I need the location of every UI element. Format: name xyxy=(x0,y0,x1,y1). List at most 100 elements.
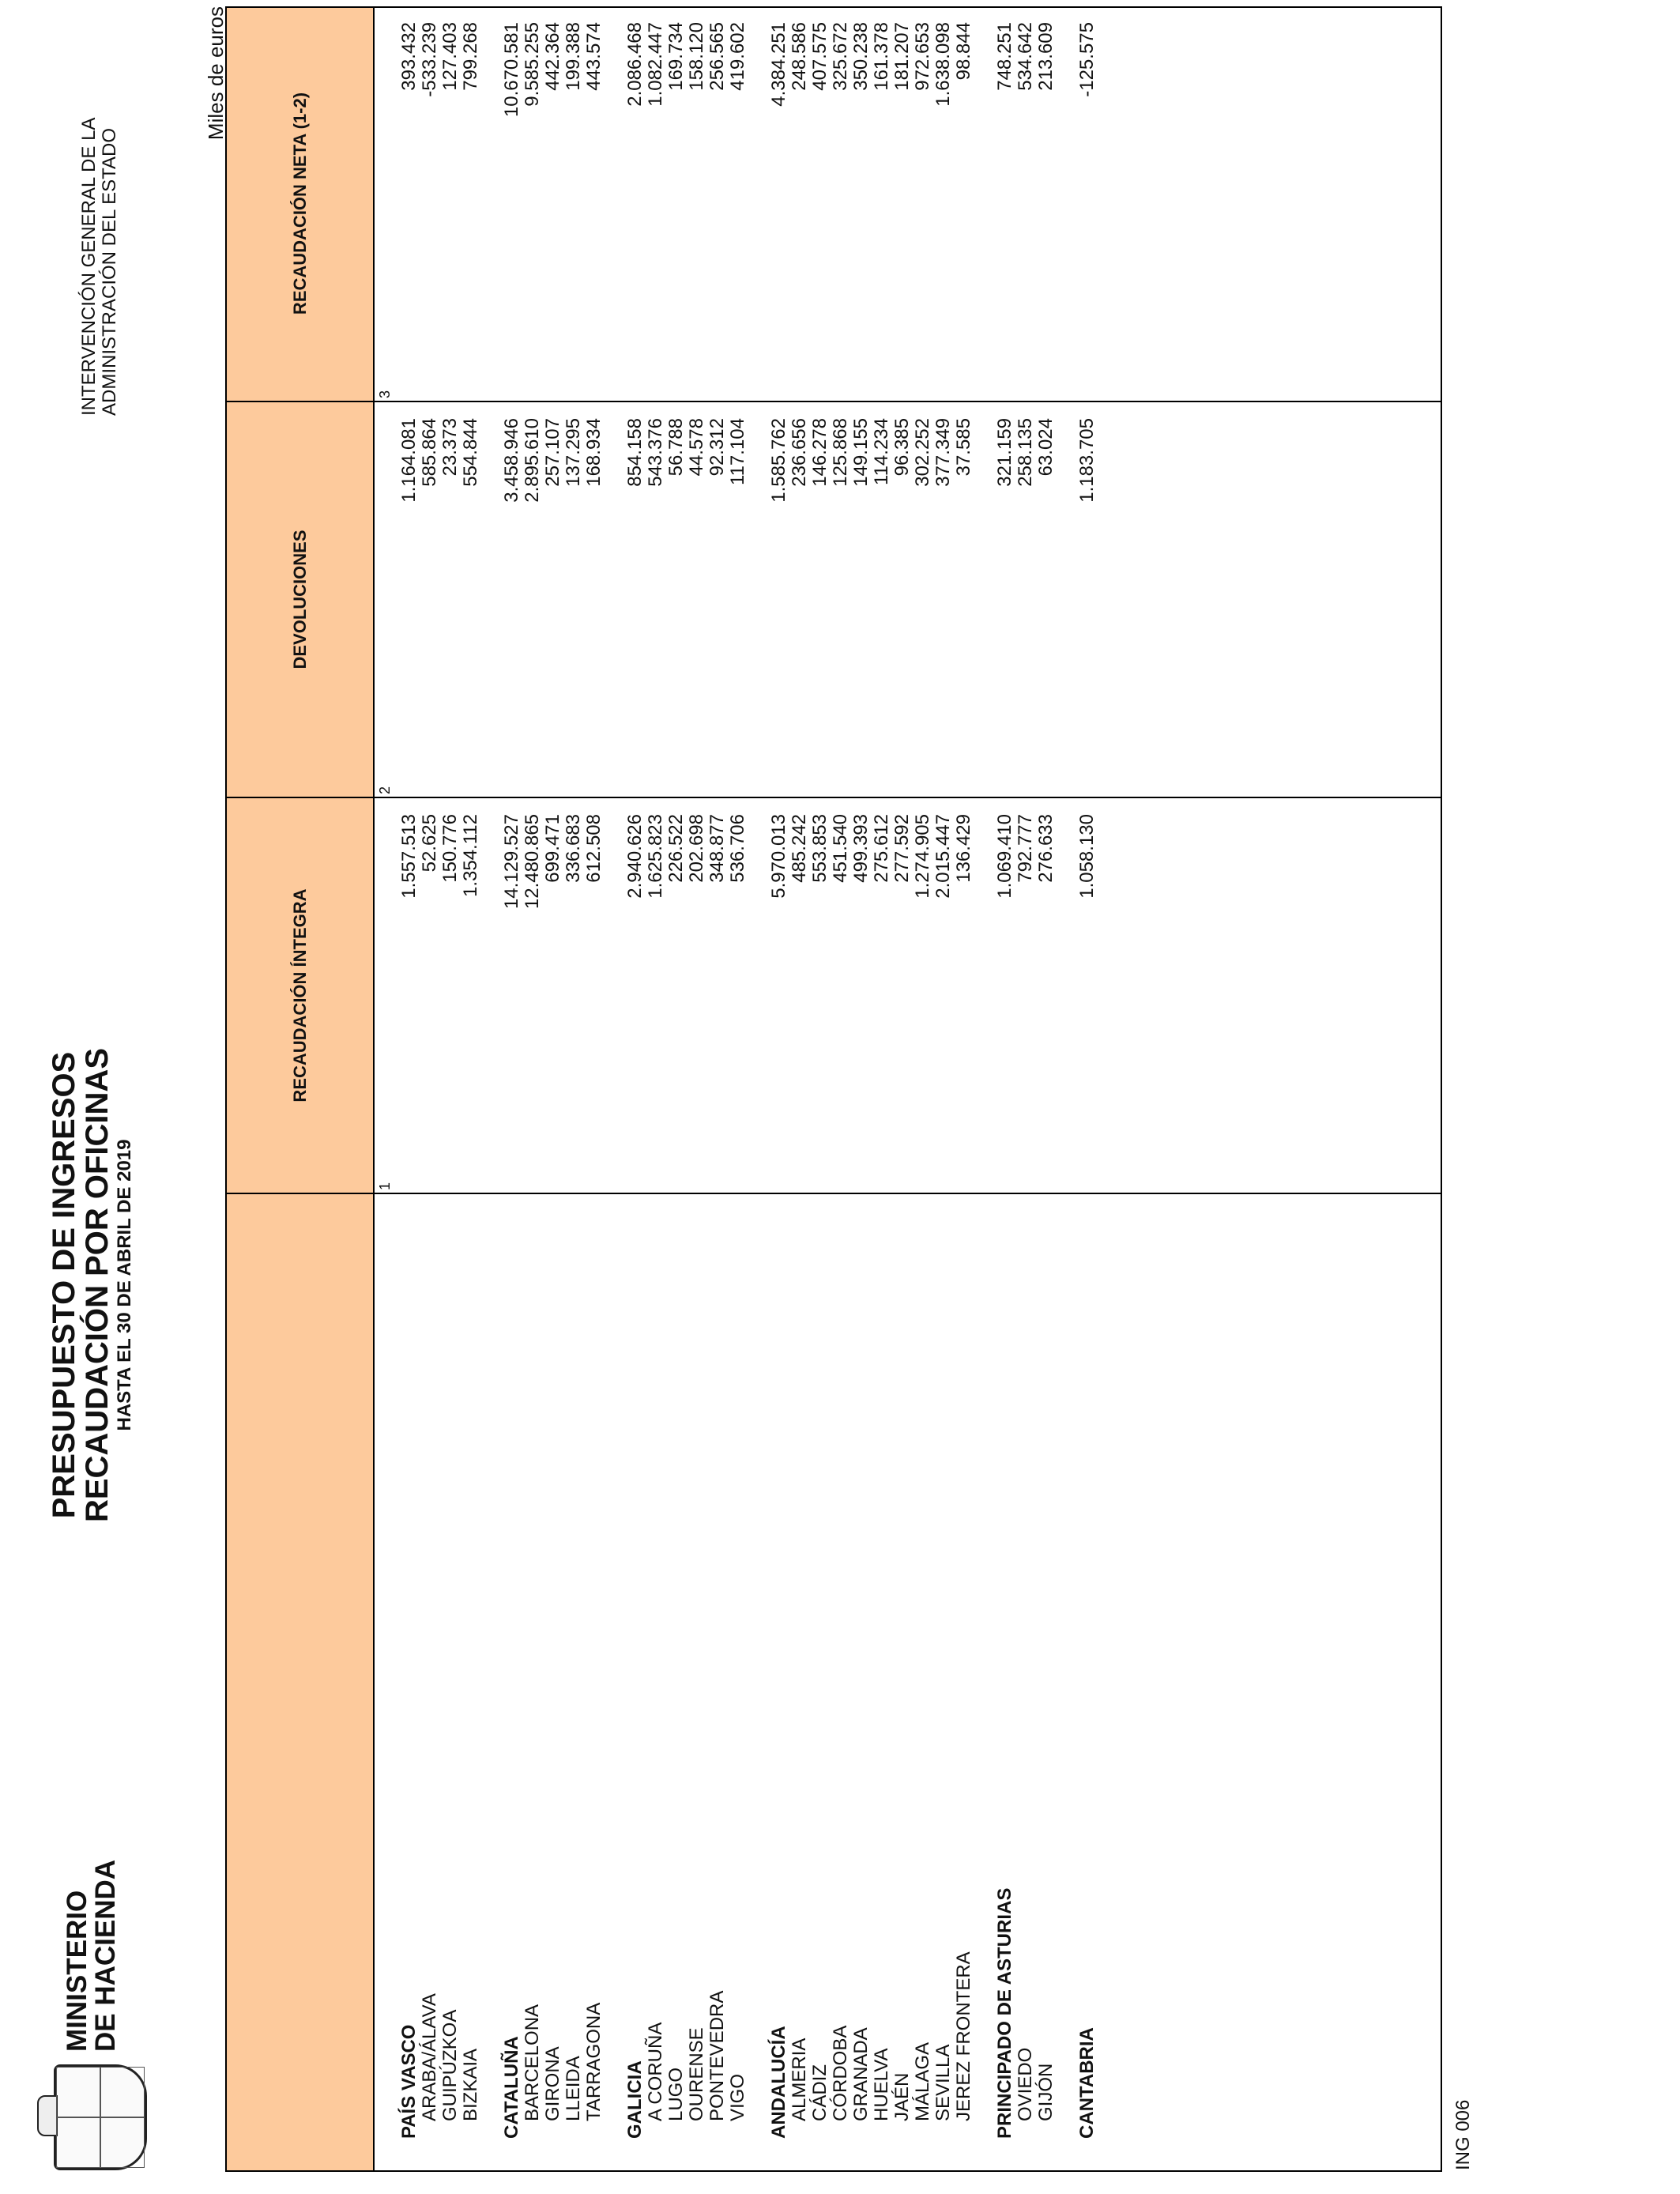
table-row: CÁDIZ 553.853 146.278 407.575 xyxy=(809,8,831,2170)
gross-value: 12.480.865 xyxy=(522,814,543,910)
form-code: ING 006 xyxy=(1452,2099,1474,2170)
net-value: -125.575 xyxy=(1076,22,1098,97)
gross-value: 792.777 xyxy=(1015,814,1036,883)
office-name: GIJÓN xyxy=(1035,2063,1057,2121)
table-row: GIRONA 699.471 257.107 442.364 xyxy=(542,8,563,2170)
net-value: 442.364 xyxy=(542,22,563,91)
table-row: GIJÓN 276.633 63.024 213.609 xyxy=(1035,8,1057,2170)
net-value: 127.403 xyxy=(439,22,461,91)
table-row: ARABA/ÁLAVA 52.625 585.864 -533.239 xyxy=(419,8,440,2170)
table-row: BIZKAIA 1.354.112 554.844 799.268 xyxy=(460,8,481,2170)
net-value: 407.575 xyxy=(809,22,831,91)
gross-value: 52.625 xyxy=(419,814,440,873)
net-value: 2.086.468 xyxy=(624,22,646,107)
refunds-value: 257.107 xyxy=(542,418,563,487)
refunds-value: 125.868 xyxy=(830,418,851,487)
table-row: JEREZ FRONTERA 136.429 37.585 98.844 xyxy=(953,8,974,2170)
refunds-value: 63.024 xyxy=(1035,418,1057,477)
refunds-value: 3.458.946 xyxy=(501,418,522,503)
refunds-value: 585.864 xyxy=(419,418,440,487)
office-name: PRINCIPADO DE ASTURIAS xyxy=(994,1887,1015,2139)
office-name: PONTEVEDRA xyxy=(706,1990,728,2121)
refunds-value: 56.788 xyxy=(665,418,687,477)
gross-value: 1.069.410 xyxy=(994,814,1015,899)
office-name: JEREZ FRONTERA xyxy=(953,1951,974,2121)
gross-value: 1.058.130 xyxy=(1076,814,1098,899)
office-name: LUGO xyxy=(665,2067,687,2121)
office-name: OURENSE xyxy=(686,2027,707,2121)
gross-value: 699.471 xyxy=(542,814,563,883)
table-row: MÁLAGA 1.274.905 302.252 972.653 xyxy=(912,8,933,2170)
office-name: VIGO xyxy=(727,2073,748,2121)
net-value: 534.642 xyxy=(1015,22,1036,91)
office-name: OVIEDO xyxy=(1015,2047,1036,2121)
office-name: TARRAGONA xyxy=(583,2002,605,2121)
table-row: HUELVA 275.612 114.234 161.378 xyxy=(871,8,892,2170)
net-value: 199.388 xyxy=(563,22,584,91)
gross-value: 202.698 xyxy=(686,814,707,883)
ministry-line2: DE HACIENDA xyxy=(90,1859,121,2052)
title-line2: RECAUDACIÓN POR OFICINAS xyxy=(80,1047,115,1523)
gross-value: 5.970.013 xyxy=(768,814,789,899)
net-value: 972.653 xyxy=(912,22,933,91)
table-row: JAÉN 277.592 96.385 181.207 xyxy=(891,8,913,2170)
net-value: 161.378 xyxy=(871,22,892,91)
column-number: 2 xyxy=(377,786,393,794)
table-row: CÓRDOBA 451.540 125.868 325.672 xyxy=(830,8,851,2170)
office-name: CÓRDOBA xyxy=(830,2025,851,2121)
net-value: 443.574 xyxy=(583,22,605,91)
refunds-value: 96.385 xyxy=(891,418,913,477)
net-value: 748.251 xyxy=(994,22,1015,91)
refunds-value: 1.183.705 xyxy=(1076,418,1098,503)
gross-value: 451.540 xyxy=(830,814,851,883)
table-row: LUGO 226.522 56.788 169.734 xyxy=(665,8,687,2170)
table-row: SEVILLA 2.015.447 377.349 1.638.098 xyxy=(932,8,954,2170)
table-row: GALICIA 2.940.626 854.158 2.086.468 xyxy=(624,8,646,2170)
ministry-name: MINISTERIO DE HACIENDA xyxy=(62,1859,121,2052)
refunds-value: 23.373 xyxy=(439,418,461,477)
table-row: CANTABRIA 1.058.130 1.183.705 -125.575 xyxy=(1076,8,1098,2170)
header-label-col xyxy=(227,1194,373,2170)
header-gross: RECAUDACIÓN ÍNTEGRA xyxy=(227,798,373,1194)
table-row: PRINCIPADO DE ASTURIAS 1.069.410 321.159 74… xyxy=(994,8,1015,2170)
refunds-value: 168.934 xyxy=(583,418,605,487)
gross-value: 2.940.626 xyxy=(624,814,646,899)
refunds-value: 137.295 xyxy=(563,418,584,487)
net-value: 350.238 xyxy=(850,22,872,91)
gross-value: 226.522 xyxy=(665,814,687,883)
gross-value: 14.129.527 xyxy=(501,814,522,910)
office-name: JAÉN xyxy=(891,2072,913,2121)
office-name: HUELVA xyxy=(871,2048,892,2121)
table-row: GUIPÚZKOA 150.776 23.373 127.403 xyxy=(439,8,461,2170)
gross-value: 2.015.447 xyxy=(932,814,954,899)
net-value: 9.585.255 xyxy=(522,22,543,107)
office-name: CANTABRIA xyxy=(1076,2027,1098,2139)
office-name: SEVILLA xyxy=(932,2044,954,2121)
table-row: OURENSE 202.698 44.578 158.120 xyxy=(686,8,707,2170)
gross-value: 1.354.112 xyxy=(460,814,481,897)
column-number: 3 xyxy=(377,390,393,398)
net-value: -533.239 xyxy=(419,22,440,97)
gross-value: 150.776 xyxy=(439,814,461,883)
table-row: CATALUÑA 14.129.527 3.458.946 10.670.581 xyxy=(501,8,522,2170)
table-row: ALMERIA 485.242 236.656 248.586 xyxy=(789,8,810,2170)
coat-of-arms-icon xyxy=(37,2064,147,2170)
office-name: MÁLAGA xyxy=(912,2041,933,2121)
office-name: A CORUÑA xyxy=(645,2022,666,2121)
agency-line2: ADMINISTRACIÓN DEL ESTADO xyxy=(99,127,120,416)
net-value: 1.638.098 xyxy=(932,22,954,107)
refunds-value: 1.585.762 xyxy=(768,418,789,503)
net-value: 325.672 xyxy=(830,22,851,91)
agency-line1: INTERVENCIÓN GENERAL DE LA xyxy=(78,117,100,416)
office-name: LLEIDA xyxy=(563,2056,584,2121)
gross-value: 275.612 xyxy=(871,814,892,883)
office-name: PAÍS VASCO xyxy=(398,2024,420,2139)
net-value: 98.844 xyxy=(953,22,974,81)
refunds-value: 2.895.610 xyxy=(522,418,543,503)
gross-value: 1.625.823 xyxy=(645,814,666,899)
refunds-value: 543.376 xyxy=(645,418,666,487)
office-name: GUIPÚZKOA xyxy=(439,2009,461,2121)
net-value: 256.565 xyxy=(706,22,728,91)
office-name: GALICIA xyxy=(624,2060,646,2139)
net-value: 248.586 xyxy=(789,22,810,91)
